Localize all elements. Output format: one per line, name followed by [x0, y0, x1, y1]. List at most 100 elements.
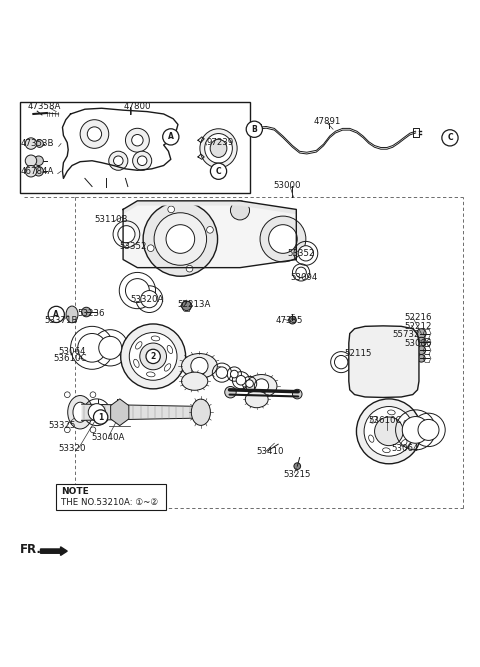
Text: C: C [216, 167, 221, 175]
Ellipse shape [369, 435, 374, 442]
Circle shape [34, 156, 43, 165]
Circle shape [246, 380, 253, 388]
Circle shape [141, 291, 158, 307]
Circle shape [393, 390, 397, 394]
Text: 97239: 97239 [206, 138, 234, 147]
Circle shape [364, 406, 414, 456]
Polygon shape [123, 201, 296, 267]
Ellipse shape [181, 354, 217, 378]
Text: 53352: 53352 [120, 242, 147, 251]
Text: 46784A: 46784A [21, 167, 54, 175]
Circle shape [409, 373, 414, 378]
Circle shape [166, 225, 195, 253]
Circle shape [147, 245, 154, 251]
Ellipse shape [133, 360, 139, 368]
Circle shape [442, 129, 458, 146]
Circle shape [254, 379, 269, 393]
Ellipse shape [210, 139, 227, 157]
Circle shape [356, 336, 411, 391]
Circle shape [409, 349, 414, 354]
Circle shape [34, 167, 43, 176]
Text: 47353B: 47353B [21, 139, 54, 148]
Text: 1: 1 [98, 412, 103, 422]
Circle shape [230, 201, 250, 220]
Circle shape [125, 128, 149, 152]
Text: THE NO.53210A: ①~②: THE NO.53210A: ①~② [61, 498, 158, 507]
Text: 53086: 53086 [405, 340, 432, 348]
Circle shape [230, 370, 238, 378]
Circle shape [294, 463, 300, 470]
Ellipse shape [200, 129, 237, 168]
Circle shape [132, 151, 152, 170]
Ellipse shape [73, 402, 87, 422]
Circle shape [269, 225, 297, 253]
Ellipse shape [204, 133, 232, 163]
Circle shape [78, 334, 107, 362]
Ellipse shape [246, 375, 277, 398]
Circle shape [82, 307, 91, 317]
Ellipse shape [245, 391, 268, 408]
Text: 53410: 53410 [257, 448, 284, 456]
Text: 53320A: 53320A [130, 295, 164, 303]
Polygon shape [349, 326, 419, 398]
Circle shape [163, 129, 179, 145]
Circle shape [64, 427, 70, 433]
Circle shape [417, 338, 426, 347]
Circle shape [418, 420, 439, 440]
Text: A: A [53, 310, 59, 319]
Text: 47891: 47891 [314, 117, 341, 125]
Text: B: B [252, 125, 257, 134]
Text: 53352: 53352 [288, 249, 315, 258]
Text: 53325: 53325 [48, 421, 76, 430]
Circle shape [154, 213, 206, 265]
Text: C: C [447, 133, 453, 142]
Circle shape [298, 245, 313, 261]
Circle shape [357, 399, 421, 464]
Ellipse shape [404, 420, 409, 428]
Circle shape [25, 138, 36, 149]
Text: 53000: 53000 [274, 181, 301, 190]
Ellipse shape [181, 372, 208, 390]
Circle shape [36, 140, 43, 147]
Circle shape [417, 346, 426, 354]
Text: 53610C: 53610C [368, 416, 401, 425]
Circle shape [210, 163, 227, 179]
Circle shape [260, 216, 306, 262]
Ellipse shape [146, 372, 155, 377]
Circle shape [168, 206, 175, 213]
Bar [21, 102, 250, 193]
Ellipse shape [68, 396, 93, 429]
Circle shape [114, 156, 123, 165]
Circle shape [146, 350, 160, 364]
Circle shape [292, 390, 302, 399]
Text: 47800: 47800 [123, 102, 151, 111]
Circle shape [402, 416, 429, 444]
Text: 53064: 53064 [59, 347, 86, 356]
Ellipse shape [401, 440, 407, 446]
Circle shape [369, 390, 374, 394]
Circle shape [374, 417, 403, 446]
Circle shape [80, 119, 109, 148]
Circle shape [140, 343, 167, 370]
Text: 53094: 53094 [290, 273, 317, 281]
Polygon shape [111, 399, 129, 426]
Text: 52212: 52212 [405, 322, 432, 331]
Circle shape [143, 202, 217, 276]
Text: 47335: 47335 [276, 315, 303, 325]
Polygon shape [123, 201, 296, 214]
FancyArrow shape [40, 547, 67, 556]
Circle shape [94, 410, 108, 424]
Circle shape [369, 332, 374, 337]
Circle shape [352, 373, 357, 378]
Text: 52213A: 52213A [177, 300, 210, 309]
Text: 53236: 53236 [78, 309, 105, 318]
Text: 53110B: 53110B [95, 215, 128, 224]
Circle shape [87, 127, 102, 141]
Circle shape [99, 336, 121, 360]
Polygon shape [82, 404, 206, 420]
Text: 53320: 53320 [59, 444, 86, 454]
Circle shape [129, 333, 177, 380]
Circle shape [88, 404, 106, 421]
Circle shape [417, 329, 426, 338]
Circle shape [246, 121, 263, 137]
